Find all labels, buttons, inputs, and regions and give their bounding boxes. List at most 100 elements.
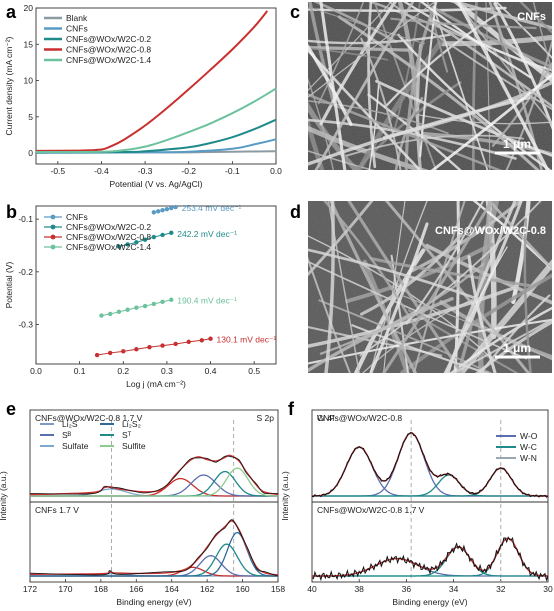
legend-label-4: Sulfate xyxy=(62,441,89,451)
data-point xyxy=(142,303,148,309)
x-axis-label-a: Potential (V vs. Ag/AgCl) xyxy=(109,179,202,189)
data-point xyxy=(134,305,139,310)
chart-panel-b: 0.0 0.1 0.2 0.3 0.4 0.5 -0.1 -0.2 -0.3 Log j (mA … xyxy=(4,203,276,389)
legend-marker-3 xyxy=(50,244,56,250)
panel-letter-c: c xyxy=(290,2,300,22)
data-point xyxy=(94,352,100,358)
data-point xyxy=(99,313,104,318)
data-point xyxy=(169,297,174,302)
y-axis-label-a: Current density (mA cm⁻²) xyxy=(4,36,14,135)
element-label-f: W 4f xyxy=(317,413,335,423)
x-tick-label-b: 0.3 xyxy=(161,366,173,376)
legend-label-2: CNFs@WOx/W2C-0.2 xyxy=(66,34,151,44)
sem-label-c: CNFs xyxy=(517,11,546,23)
element-label-e: S 2p xyxy=(257,413,275,423)
legend-label-2: Sᴮ xyxy=(62,430,72,440)
y-tick-label-a: 0 xyxy=(28,148,33,158)
data-point xyxy=(164,206,170,212)
envelope-fit-e xyxy=(29,454,279,496)
x-tick-label-f: 30 xyxy=(543,584,553,594)
data-point xyxy=(160,299,165,305)
data-point xyxy=(160,232,165,238)
data-point xyxy=(169,230,174,236)
fit-peak-e xyxy=(30,474,278,497)
data-point xyxy=(160,343,165,348)
legend-marker-2 xyxy=(50,234,56,240)
legend-label-0: CNFs xyxy=(66,212,88,222)
data-point xyxy=(142,237,148,242)
x-tick-label-a: -0.4 xyxy=(94,166,109,176)
x-tick-label-a: -0.2 xyxy=(181,166,196,176)
chart-panel-a: -0.5 -0.4 -0.3 -0.2 -0.1 0.0 0 5 10 15 20 Potential… xyxy=(4,3,282,189)
x-tick-label-a: 0.0 xyxy=(270,166,282,176)
data-point xyxy=(134,347,139,352)
x-tick-label-b: 0.1 xyxy=(74,366,86,376)
raw-data-e xyxy=(29,455,279,495)
raw-data-e xyxy=(29,519,279,577)
legend-label-1: CNFs@WOx/W2C-0.2 xyxy=(66,222,151,232)
x-tick-label-a: -0.3 xyxy=(138,166,153,176)
envelope-fit-f xyxy=(312,432,548,497)
subpanel-label-f: CNFs@WOx/W2C-0.8 xyxy=(317,413,402,423)
x-tick-label-f: 34 xyxy=(449,584,459,594)
data-point xyxy=(125,242,130,247)
x-axis-label-b: Log j (mA cm⁻²) xyxy=(126,379,186,389)
sem-image-d: CNFs@WOx/W2C-0.8 1 μm xyxy=(308,201,552,373)
x-axis-label-e: Binding energy (eV) xyxy=(116,597,191,607)
raw-data-f xyxy=(311,431,549,498)
data-point xyxy=(173,204,178,210)
subpanel-label-e: CNFs@WOx/W2C-0.8 1.7 V xyxy=(35,413,143,423)
tafel-slope-label-1: 242.2 mV dec⁻¹ xyxy=(177,229,237,239)
legend-label-1: W-C xyxy=(520,442,537,452)
y-tick-label-a: 15 xyxy=(24,39,34,49)
panel-letter-e: e xyxy=(6,399,16,419)
x-tick-label-e: 162 xyxy=(200,584,214,594)
sem-label-d: CNFs@WOx/W2C-0.8 xyxy=(435,225,546,237)
legend-label-1: Li₂S₂ xyxy=(122,419,141,429)
fit-peak-e xyxy=(30,470,278,497)
x-tick-label-e: 164 xyxy=(165,584,179,594)
tafel-slope-label-2: 130.1 mV dec⁻¹ xyxy=(217,335,277,345)
legend-label-3: Sᵀ xyxy=(122,430,132,440)
fit-peak-e xyxy=(30,531,278,577)
chart-panel-e: 172 170 168 166 164 162 160 158 Binding energy (… xyxy=(0,409,285,607)
data-point xyxy=(151,210,157,215)
x-tick-label-f: 36 xyxy=(402,584,412,594)
y-axis-label-e: Intenity (a.u.) xyxy=(0,471,8,521)
legend-label-0: W-O xyxy=(520,431,538,441)
y-tick-label-a: 10 xyxy=(24,76,34,86)
x-tick-label-f: 38 xyxy=(354,584,364,594)
data-point xyxy=(147,344,152,350)
series-line-2 xyxy=(35,118,277,154)
y-tick-label-b: -0.2 xyxy=(18,267,33,277)
fit-peak-f xyxy=(312,474,548,497)
envelope-fit-e xyxy=(29,520,279,576)
tafel-slope-label-0: 253.4 mV dec⁻¹ xyxy=(182,203,242,213)
x-tick-label-f: 40 xyxy=(307,584,317,594)
data-point xyxy=(107,350,113,356)
legend-label-2: W-N xyxy=(520,453,537,463)
legend-label-1: CNFs xyxy=(66,24,88,34)
legend-label-0: Li₂S xyxy=(62,419,78,429)
fit-peak-e xyxy=(30,488,278,497)
data-point xyxy=(199,338,205,343)
legend-label-3: CNFs@WOx/W2C-1.4 xyxy=(66,242,151,252)
sem-image-c: CNFs 1 μm xyxy=(308,2,552,170)
y-tick-label-b: -0.1 xyxy=(18,214,33,224)
data-point xyxy=(107,311,113,317)
series-line-2 xyxy=(97,338,211,356)
x-tick-label-e: 168 xyxy=(94,584,108,594)
data-point xyxy=(134,240,139,245)
y-tick-label-a: 5 xyxy=(28,112,33,122)
x-tick-label-e: 158 xyxy=(271,584,285,594)
x-tick-label-b: 0.4 xyxy=(205,366,217,376)
data-point xyxy=(151,301,157,307)
panel-letter-d: d xyxy=(290,202,301,222)
tafel-slope-label-3: 190.4 mV dec⁻¹ xyxy=(177,296,237,306)
subpanel-label-f: CNFs@WOx/W2C-0.8 1.7 V xyxy=(317,505,425,515)
y-tick-label-a: 20 xyxy=(24,3,34,13)
legend-marker-1 xyxy=(50,224,56,230)
legend-marker-0 xyxy=(50,214,56,220)
series-line-3 xyxy=(35,10,269,152)
